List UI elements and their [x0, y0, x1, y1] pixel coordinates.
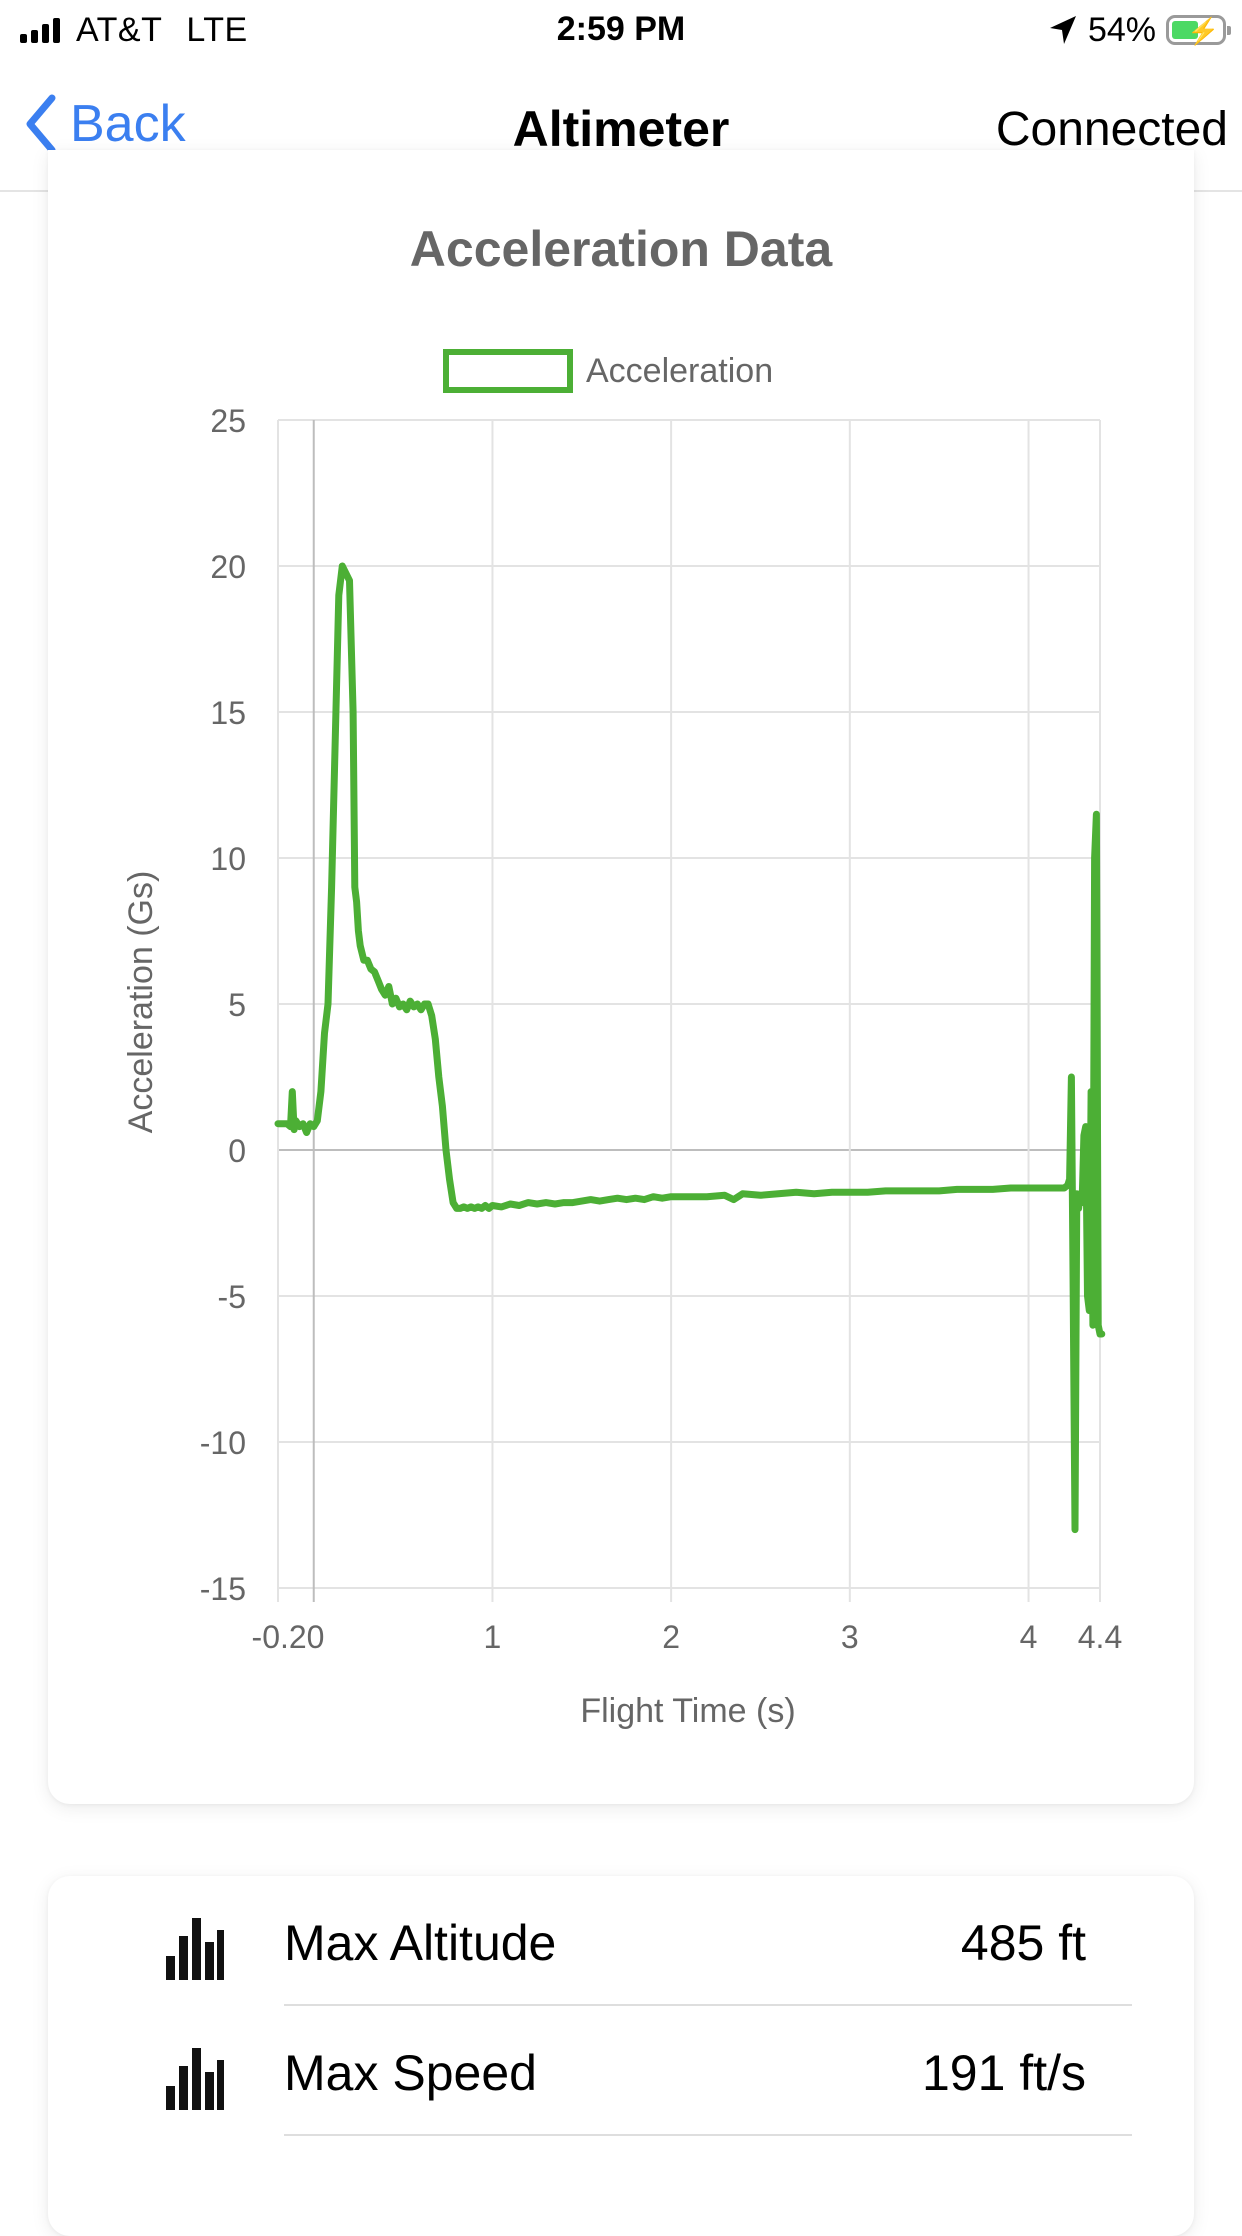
- y-tick-label: 25: [210, 403, 246, 439]
- stat-row-max-altitude: Max Altitude 485 ft: [48, 1876, 1194, 2006]
- divider: [284, 2134, 1132, 2136]
- divider: [284, 2004, 1132, 2006]
- y-tick-label: -5: [218, 1279, 246, 1315]
- bar-chart-icon: [166, 1918, 224, 1980]
- x-tick-label: 4.4: [1078, 1619, 1122, 1655]
- y-tick-label: 10: [210, 841, 246, 877]
- stat-row-max-speed: Max Speed 191 ft/s: [48, 2006, 1194, 2136]
- legend-label[interactable]: Acceleration: [586, 352, 773, 390]
- y-tick-label: -15: [200, 1571, 246, 1607]
- battery-percentage: 54%: [1087, 10, 1156, 49]
- x-tick-label: -0.20: [252, 1619, 325, 1655]
- status-time: 2:59 PM: [556, 10, 686, 48]
- stat-value: 191 ft/s: [922, 2045, 1086, 2101]
- network-type: LTE: [186, 10, 248, 49]
- flight-stats-card: Max Altitude 485 ft Max Speed 191 ft/s: [48, 1876, 1194, 2236]
- stat-label: Max Speed: [284, 2045, 537, 2101]
- x-axis-label: Flight Time (s): [580, 1692, 795, 1730]
- acceleration-chart: 25 20 15 10 5 0 -5 -10 -15-0.20 1 2 3 4 4.4 Accelerat…: [122, 221, 1122, 1730]
- battery-icon: ⚡: [1166, 15, 1231, 46]
- y-tick-label: 0: [228, 1133, 246, 1169]
- back-button[interactable]: Back: [22, 92, 186, 156]
- back-button-label: Back: [70, 95, 186, 153]
- bar-chart-icon: [166, 2048, 224, 2110]
- x-tick-label: 3: [841, 1619, 859, 1655]
- y-tick-label: 15: [210, 695, 246, 731]
- connection-status: Connected: [995, 103, 1228, 156]
- status-bar: AT&T LTE 2:59 PM 54% ⚡: [0, 0, 1242, 62]
- acceleration-series-line[interactable]: [274, 562, 1106, 1534]
- legend-swatch[interactable]: [443, 349, 573, 393]
- chevron-left-icon: [26, 94, 56, 154]
- charging-bolt-icon: ⚡: [1187, 16, 1220, 46]
- chart-title: Acceleration Data: [410, 221, 834, 277]
- x-tick-label: 1: [484, 1619, 502, 1655]
- y-tick-label: 5: [228, 987, 246, 1023]
- stat-value: 485 ft: [960, 1915, 1086, 1971]
- status-right: 54% ⚡: [1048, 10, 1231, 50]
- y-axis-label: Acceleration (Gs): [122, 871, 160, 1134]
- page-title: Altimeter: [512, 101, 730, 157]
- acceleration-chart-card: 25 20 15 10 5 0 -5 -10 -15 -0.20 1 2 3 4 4.4 Accelerat…: [48, 150, 1194, 1804]
- location-arrow-icon: [1049, 16, 1076, 44]
- x-tick-label: 2: [662, 1619, 680, 1655]
- carrier-name: AT&T: [76, 10, 163, 49]
- stat-label: Max Altitude: [284, 1915, 557, 1971]
- x-tick-label: 4: [1020, 1619, 1038, 1655]
- y-tick-label: 20: [210, 549, 246, 585]
- status-left: AT&T LTE: [20, 10, 248, 50]
- cellular-signal-icon: [20, 17, 60, 43]
- y-tick-label: -10: [200, 1425, 246, 1461]
